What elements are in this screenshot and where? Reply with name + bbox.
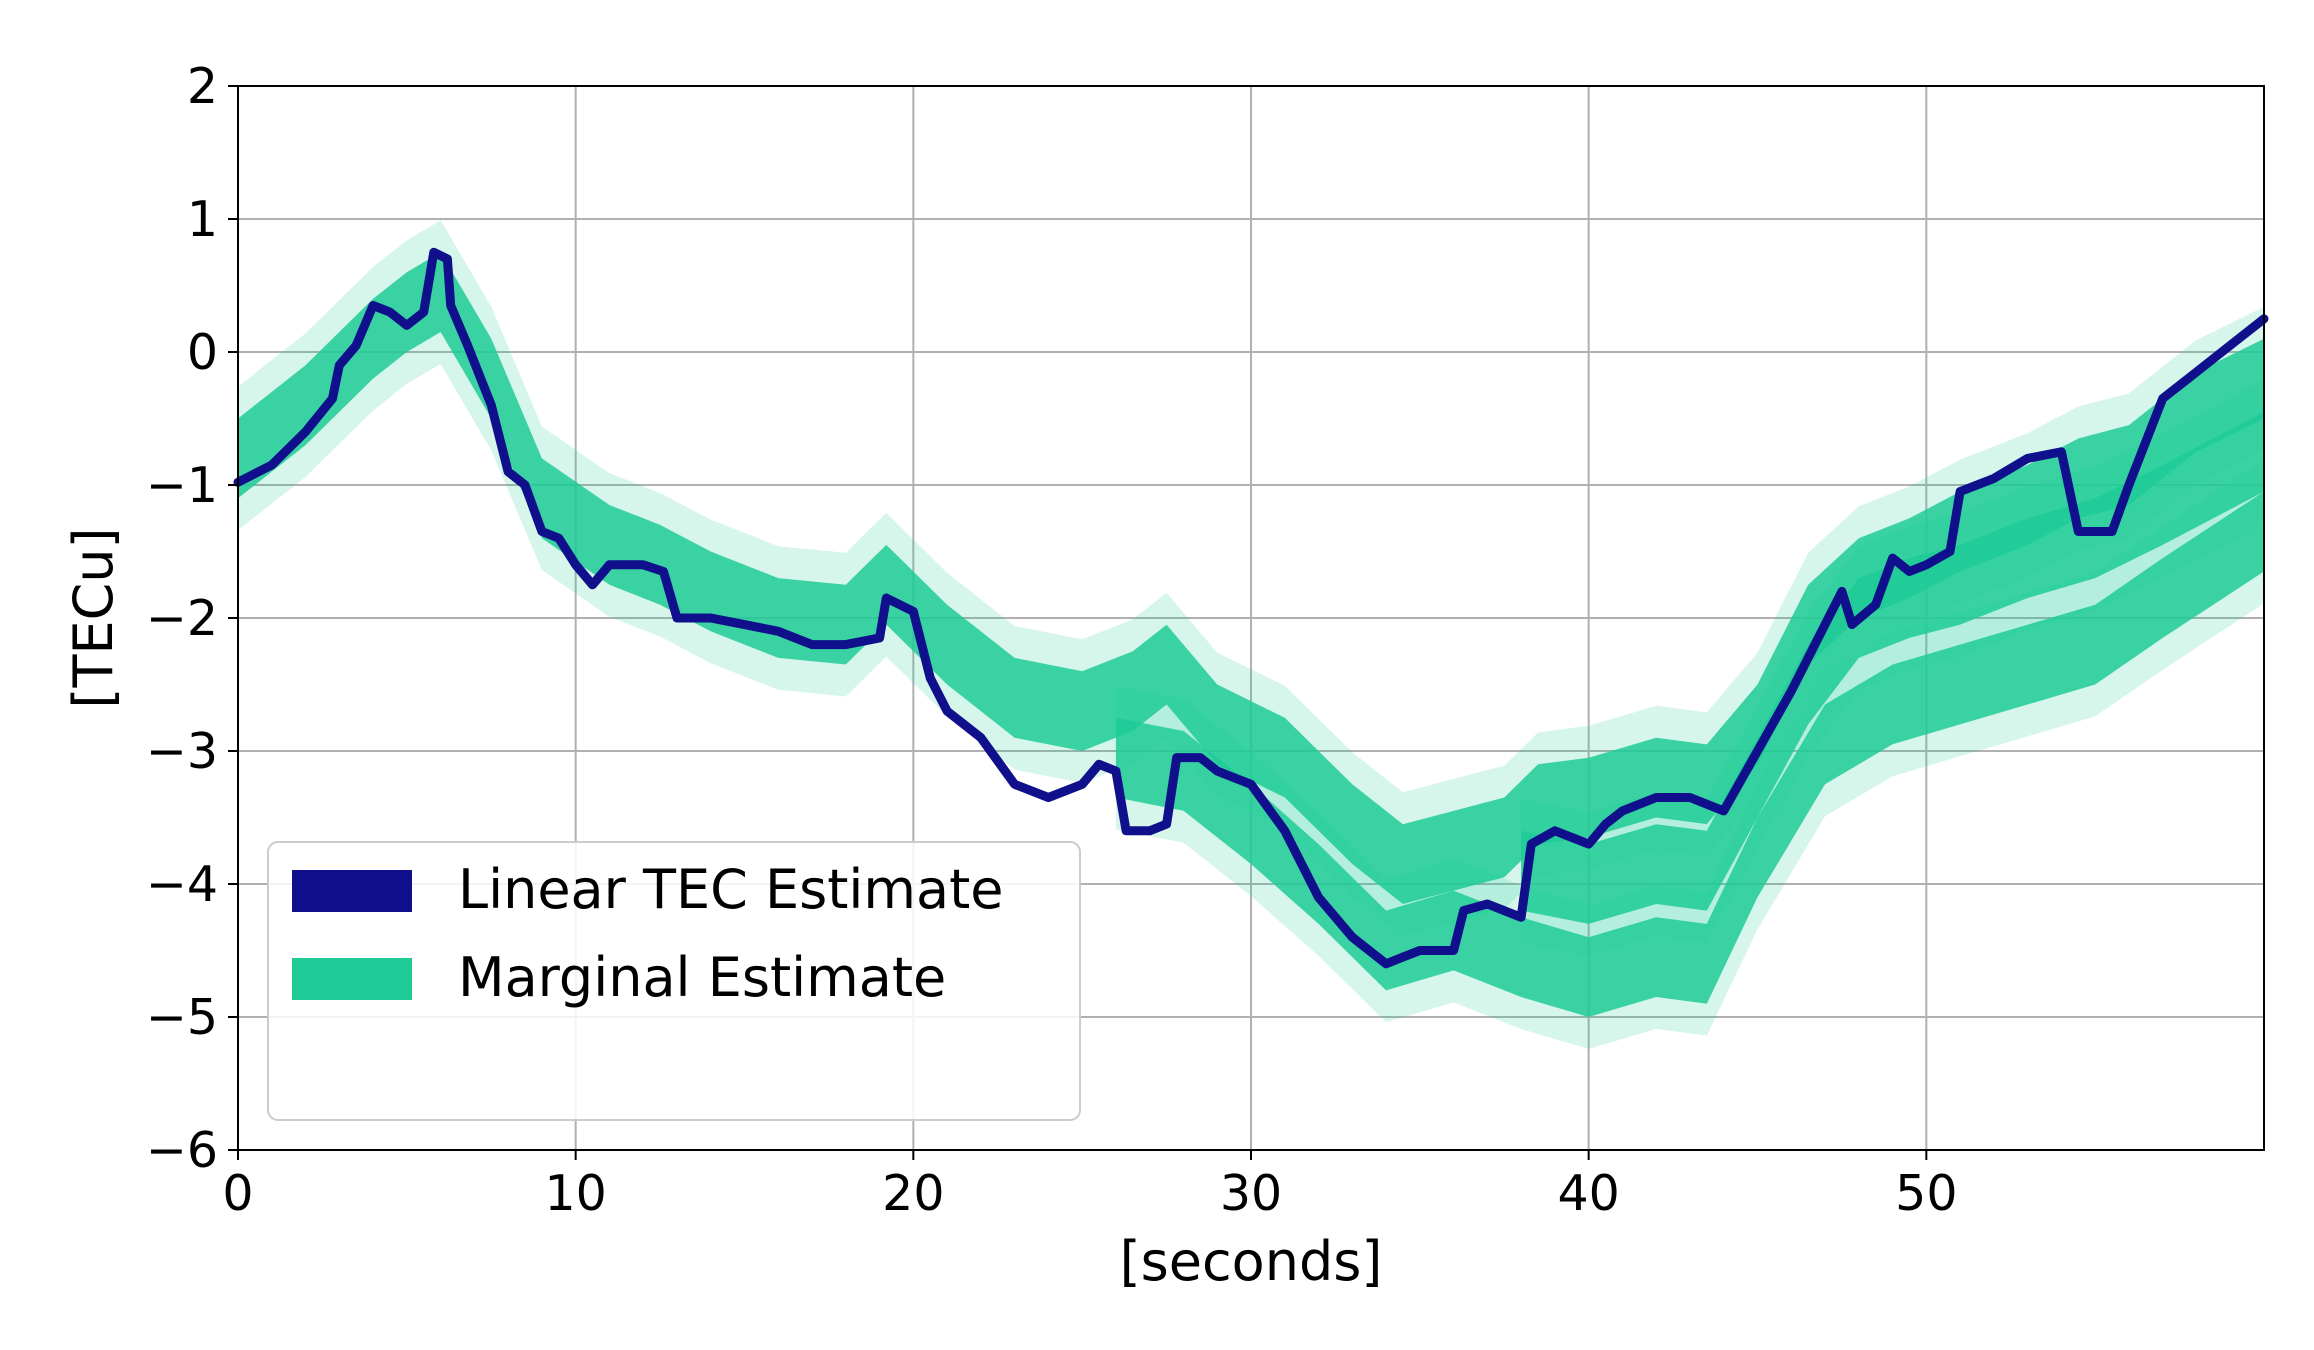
marginal-band <box>1521 411 2264 924</box>
y-tick-label: −4 <box>146 856 218 913</box>
legend: Linear TEC Estimate Marginal Estimate <box>267 841 1081 1121</box>
y-tick-label: −6 <box>146 1122 218 1179</box>
x-axis-label: [seconds] <box>1120 1230 1383 1293</box>
y-tick-label: −2 <box>146 590 218 647</box>
y-tick-label: −1 <box>146 457 218 514</box>
x-tick-label: 10 <box>544 1165 606 1222</box>
legend-label-linear: Linear TEC Estimate <box>458 858 1003 921</box>
legend-swatch-linear <box>292 870 412 912</box>
legend-box <box>267 841 1081 1121</box>
linear-tec-line <box>233 247 2269 969</box>
marginal-band-halo <box>1115 459 2264 1049</box>
y-tick-label: −5 <box>146 989 218 1046</box>
x-tick-label: 50 <box>1895 1165 1957 1222</box>
y-axis-label: [TECu] <box>62 527 125 708</box>
x-tick-label: 30 <box>1220 1165 1282 1222</box>
linear-estimate-line <box>233 247 2269 969</box>
x-tick-label: 40 <box>1557 1165 1619 1222</box>
x-tick-label: 0 <box>222 1165 253 1222</box>
x-tick-label: 20 <box>882 1165 944 1222</box>
y-tick-label: 2 <box>187 58 218 115</box>
y-tick-label: 0 <box>187 324 218 381</box>
y-tick-label: −3 <box>146 723 218 780</box>
legend-swatch-marginal <box>292 958 412 1000</box>
y-tick-label: 1 <box>187 191 218 248</box>
legend-label-marginal: Marginal Estimate <box>458 946 946 1009</box>
